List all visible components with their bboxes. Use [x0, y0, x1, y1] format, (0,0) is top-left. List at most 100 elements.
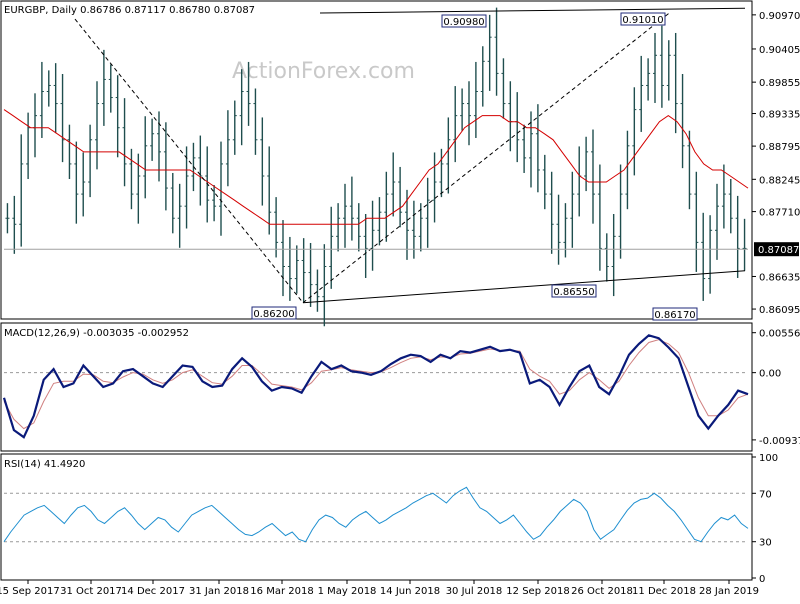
macd-panel-frame [0, 322, 753, 452]
price-bar [287, 236, 292, 301]
price-bar [343, 183, 347, 248]
macd-line [2, 334, 749, 439]
ohlc-label: 0.86786 0.87117 0.86780 0.87087 [80, 5, 255, 16]
price-bar [274, 197, 279, 258]
date-tick-label: 31 Oct 2017 [60, 586, 122, 597]
price-bar [708, 215, 713, 294]
price-bar [281, 220, 285, 297]
price-bar [108, 64, 113, 113]
date-tick-label: 15 Sep 2017 [0, 586, 60, 597]
date-tick-label: 30 Jul 2018 [446, 586, 503, 597]
price-bar [487, 14, 492, 91]
price-bar [715, 183, 719, 260]
date-tick-label: 31 Jan 2018 [189, 586, 249, 597]
price-bar [363, 214, 368, 278]
price-bar [81, 152, 86, 217]
price-bar [267, 146, 272, 235]
price-bar [611, 214, 616, 297]
price-bar [632, 87, 637, 176]
price-bar [501, 58, 506, 119]
price-bar [163, 122, 168, 211]
price-bar [398, 166, 403, 228]
price-bar [446, 117, 451, 194]
price-bar [246, 61, 251, 126]
price-bar [129, 148, 134, 210]
macd-tick-label: -0.00937 [759, 436, 800, 447]
annotation-label: 0.86200 [253, 309, 294, 320]
price-tick-label: 0.87710 [759, 208, 800, 219]
price-bar [687, 130, 692, 210]
price-bar [95, 81, 99, 170]
price-bar [411, 200, 416, 259]
trendline-resistance [319, 7, 746, 14]
price-bar [597, 164, 602, 271]
macd-tick-label: 0.00 [759, 369, 781, 380]
price-bar [542, 154, 547, 210]
price-bar [74, 141, 79, 224]
price-bar [170, 172, 175, 234]
price-bar [232, 100, 237, 155]
annotation-box [551, 284, 597, 298]
price-bar [515, 92, 520, 163]
price-bar [584, 136, 589, 192]
price-bar [101, 49, 106, 126]
watermark: ActionForex.com [232, 59, 415, 84]
price-bar [370, 200, 375, 271]
price-bar [694, 171, 699, 272]
price-tick-label: 0.86635 [759, 272, 800, 283]
price-bar [721, 164, 726, 229]
price-bar [329, 206, 334, 289]
rsi-tick-label: 30 [759, 538, 772, 549]
price-bar [384, 171, 389, 242]
date-tick-label: 28 Jan 2019 [699, 586, 759, 597]
trendline-up-dashed [302, 12, 671, 304]
price-bar [473, 61, 478, 138]
rsi-tick-label: 70 [759, 489, 772, 500]
rsi-tick-label: 100 [759, 453, 778, 464]
symbol-label: EURGBP [4, 5, 45, 16]
price-bar [26, 112, 31, 180]
price-bar [432, 152, 437, 223]
annotations: 0.86200 0.90980 0.86550 0.91010 0.86170 [251, 12, 698, 321]
date-tick-label: 16 Mar 2018 [250, 586, 313, 597]
macd-header: MACD(12,26,9) -0.003035 -0.002952 [4, 328, 189, 339]
price-bar [12, 195, 17, 254]
price-bar [701, 212, 706, 301]
price-bar [88, 124, 93, 198]
price-bar [577, 146, 582, 217]
macd-tick-label: 0.005567 [759, 329, 800, 340]
price-bar [19, 134, 24, 247]
price-bar [198, 135, 203, 206]
price-bar [522, 124, 527, 173]
price-bar [150, 118, 155, 161]
price-bar [356, 203, 361, 252]
price-bar [639, 55, 644, 132]
rsi-header: RSI(14) 41.4920 [4, 459, 85, 470]
price-bar [301, 238, 306, 303]
chart-header: EURGBP, Daily 0.86786 0.87117 0.86780 0.… [4, 5, 255, 16]
price-tick-label: 0.86095 [759, 305, 800, 316]
annotation-box [441, 14, 487, 28]
date-tick-label: 26 Oct 2018 [571, 586, 633, 597]
price-bar [549, 171, 554, 254]
price-bar [253, 88, 258, 155]
price-tick-label: 0.90970 [759, 11, 800, 22]
price-tick-label: 0.88245 [759, 175, 800, 186]
price-tick-label: 0.90405 [759, 45, 800, 56]
price-bar [467, 81, 471, 146]
price-bar [39, 61, 44, 138]
price-bar [157, 111, 161, 182]
price-bar [735, 195, 740, 278]
annotation-box [652, 307, 698, 321]
price-bar [604, 233, 609, 282]
price-bar [570, 171, 575, 248]
price-bar [177, 183, 182, 248]
annotation-box [251, 306, 297, 320]
y-axis-labels: 0.90970 0.90405 0.89855 0.89335 0.88795 0.882… [752, 11, 800, 585]
price-bar [480, 46, 485, 107]
rsi-panel-frame [0, 453, 753, 581]
price-bar [336, 203, 341, 252]
price-bar [349, 176, 354, 241]
date-tick-label: 14 Dec 2017 [121, 586, 185, 597]
